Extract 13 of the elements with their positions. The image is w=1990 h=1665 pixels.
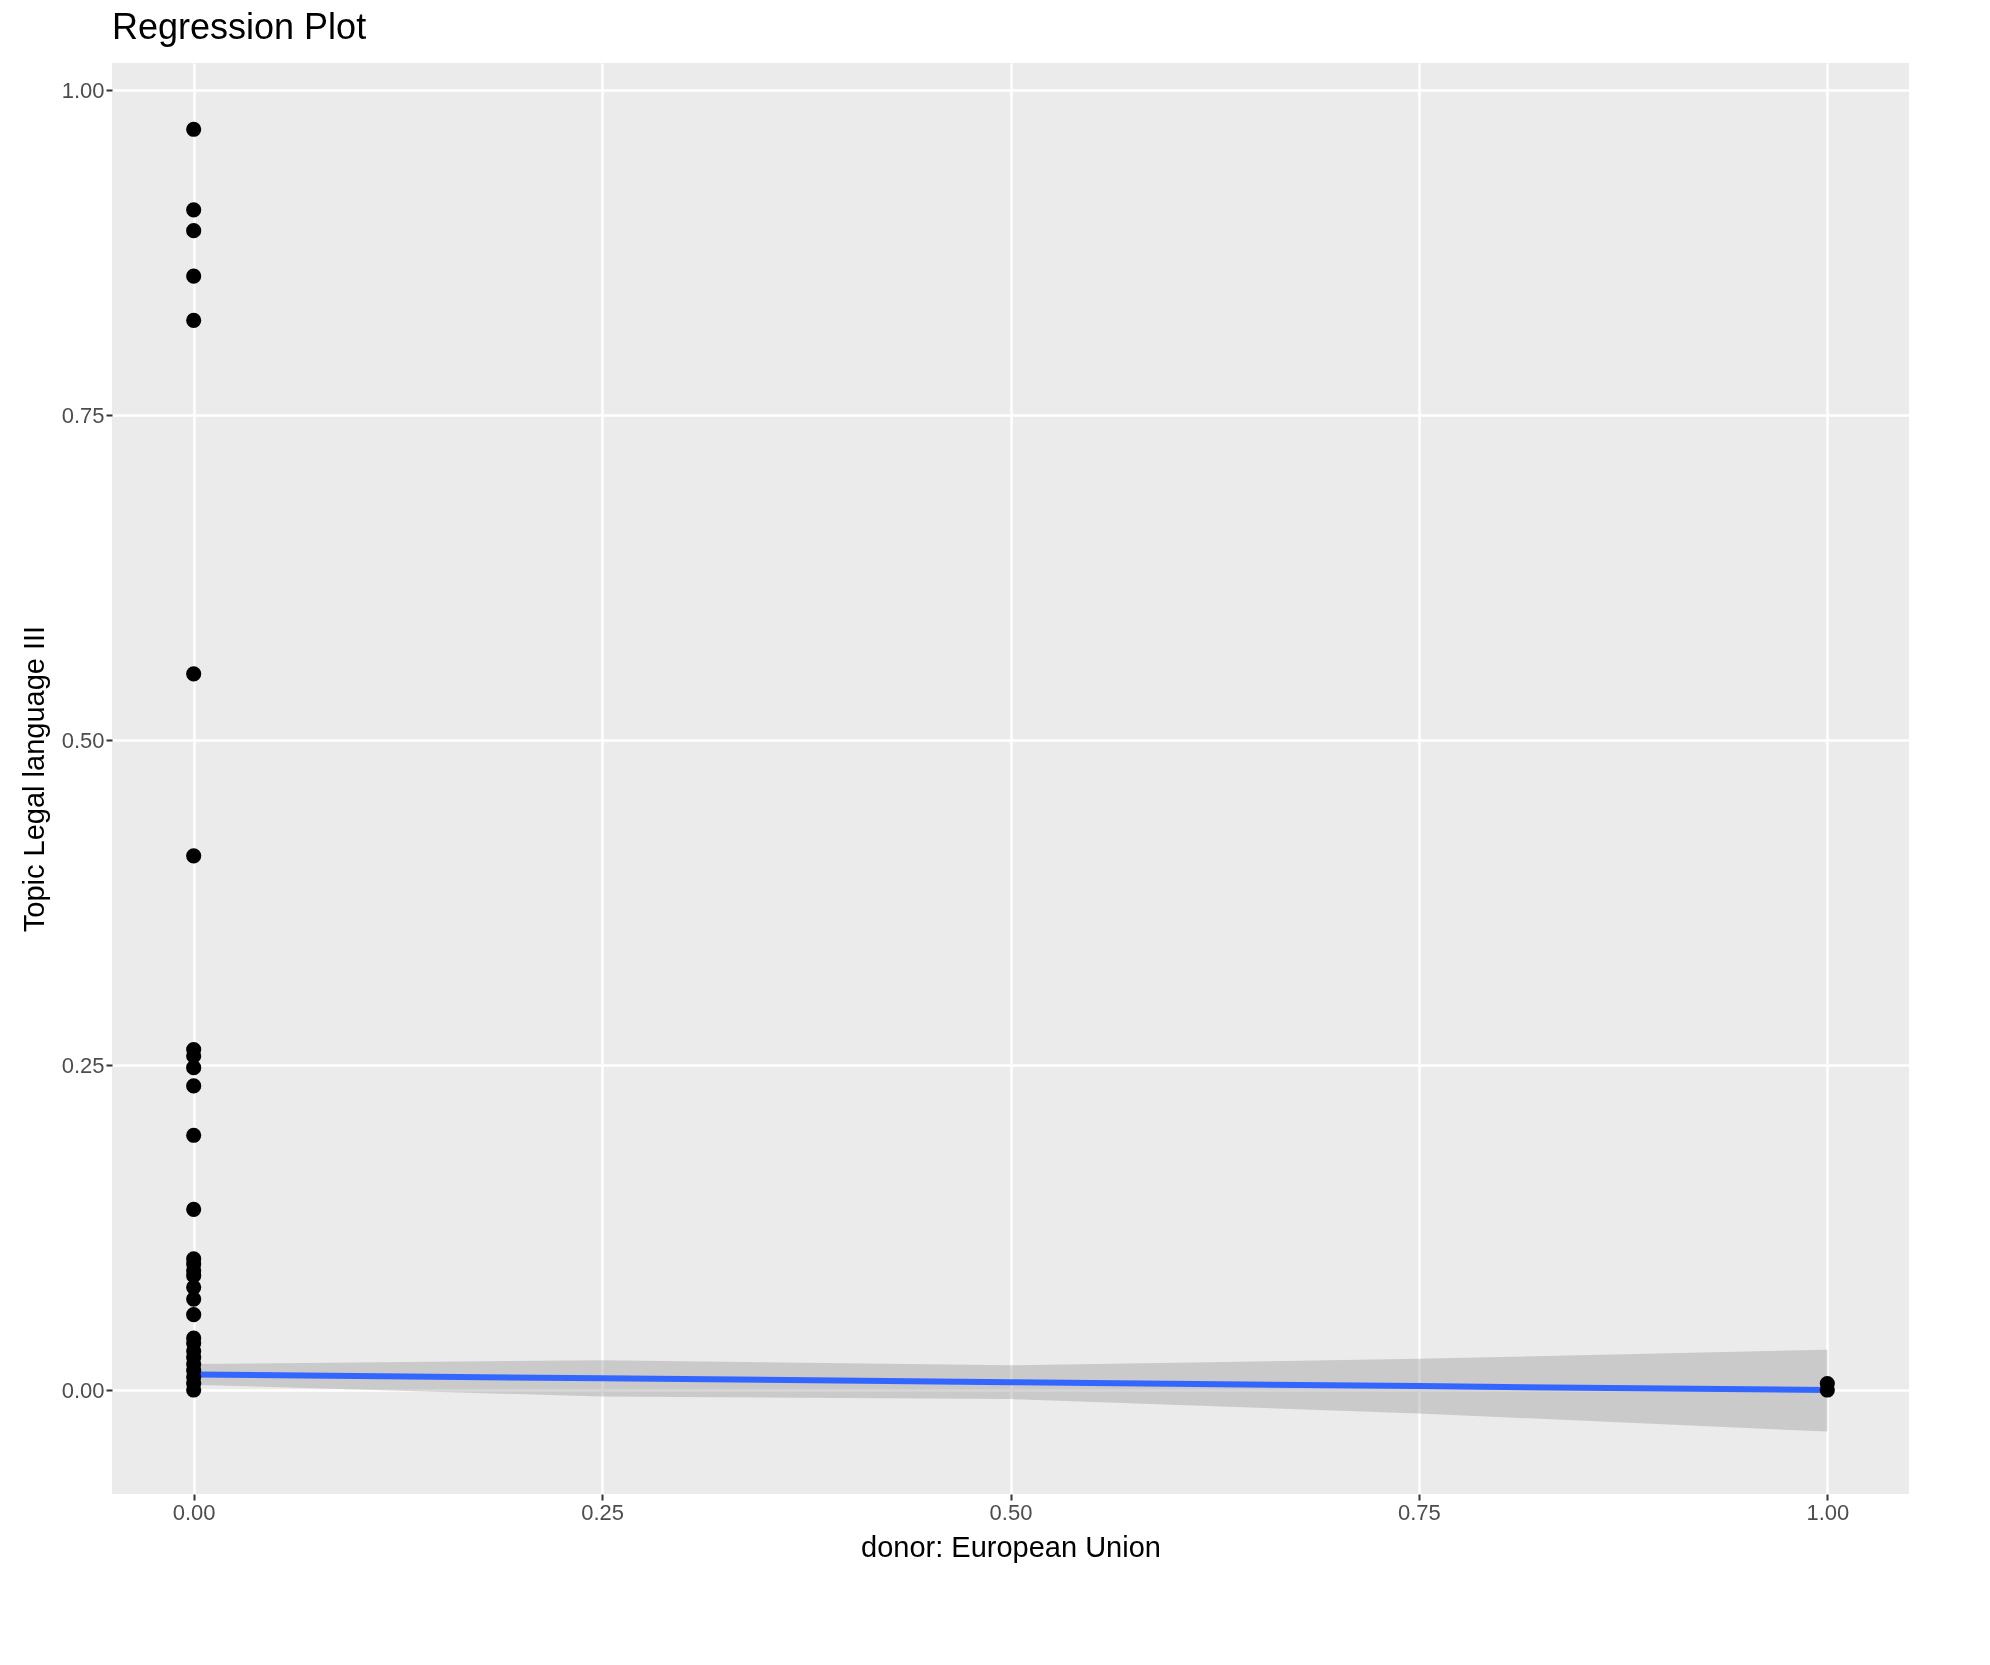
x-tick-label: 1.00 xyxy=(1806,1499,1850,1525)
chart-title: Regression Plot xyxy=(112,6,367,47)
y-tick-label: 0.50 xyxy=(61,727,105,753)
x-tick-label: 0.00 xyxy=(172,1499,216,1525)
x-axis-title: donor: European Union xyxy=(861,1530,1161,1563)
y-tick-label: 1.00 xyxy=(61,77,105,103)
y-tick-label: 0.75 xyxy=(61,402,105,428)
x-tick-label: 0.25 xyxy=(581,1499,625,1525)
y-axis-title: Topic Legal language III xyxy=(17,625,50,933)
x-tick-label: 0.75 xyxy=(1397,1499,1441,1525)
y-tick-label: 0.00 xyxy=(61,1377,105,1403)
x-tick-label: 0.50 xyxy=(989,1499,1033,1525)
y-tick-label: 0.25 xyxy=(61,1052,105,1078)
